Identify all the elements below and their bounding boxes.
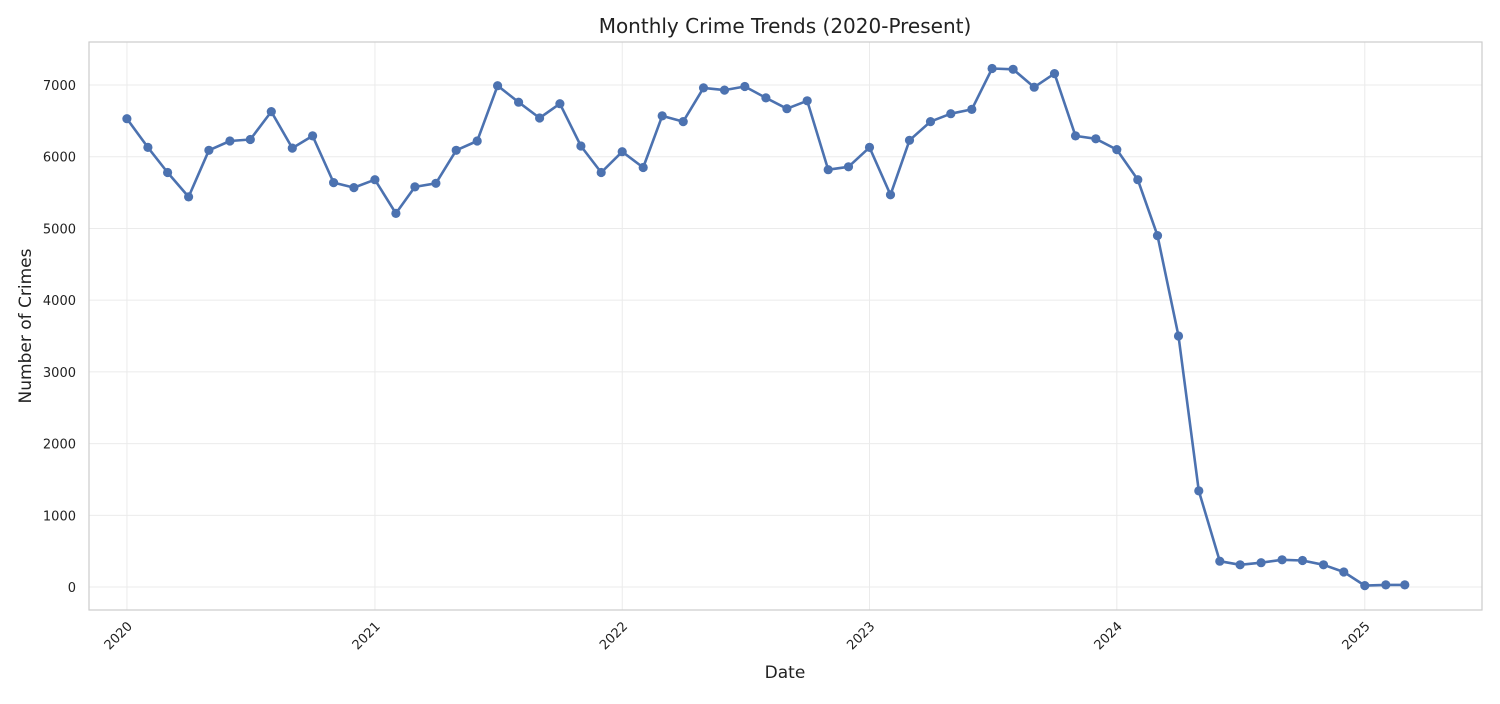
data-point [843, 162, 854, 172]
data-point [472, 136, 482, 146]
plot-frame [88, 41, 1483, 611]
data-point [576, 141, 586, 151]
data-point [287, 143, 297, 153]
data-point [184, 192, 194, 202]
data-point [163, 167, 173, 178]
data-point [1070, 131, 1081, 141]
y-tick-label: 1000 [43, 509, 76, 524]
tick-layer: 0 1000 2000 3000 4000 5000 6000 7000 2020 2021 202… [43, 79, 1374, 653]
data-point [1215, 556, 1225, 566]
data-point [349, 183, 359, 193]
data-point [1152, 231, 1163, 241]
data-point [431, 178, 441, 188]
data-point [143, 142, 153, 152]
data-point [967, 104, 977, 114]
grid-layer [89, 42, 1482, 610]
data-point [823, 165, 833, 175]
data-point [514, 97, 524, 107]
data-point [1235, 560, 1245, 570]
x-tick-label: 2021 [350, 619, 384, 653]
y-tick-label: 6000 [43, 151, 76, 166]
y-tick-label: 5000 [43, 222, 76, 237]
data-point [678, 117, 688, 127]
x-tick-label: 2022 [597, 619, 631, 653]
data-point [698, 83, 709, 93]
chart-title: Monthly Crime Trends (2020-Present) [599, 14, 972, 38]
data-point [1277, 555, 1287, 565]
data-point [555, 99, 565, 109]
data-point [535, 113, 545, 123]
data-point [596, 167, 606, 178]
data-point [657, 111, 667, 121]
data-point [1133, 175, 1143, 185]
y-tick-label: 4000 [43, 294, 76, 309]
data-point [1339, 567, 1349, 577]
y-tick-label: 2000 [43, 438, 76, 453]
data-point [266, 107, 276, 117]
series-line [125, 67, 1405, 587]
x-axis-label: Date [765, 663, 806, 683]
y-axis-label: Number of Crimes [16, 248, 36, 403]
y-tick-label: 3000 [43, 366, 76, 381]
data-point [1049, 69, 1060, 79]
x-tick-label: 2024 [1092, 619, 1126, 653]
data-point [638, 162, 648, 173]
data-point [1008, 64, 1018, 74]
data-point [391, 208, 401, 218]
data-point [451, 145, 461, 155]
data-point [719, 85, 730, 95]
data-point [1029, 82, 1039, 92]
data-point [1297, 555, 1308, 566]
data-point [1360, 581, 1370, 591]
x-tick-label: 2023 [844, 619, 878, 653]
data-point [782, 104, 792, 114]
series-layer [122, 63, 1410, 591]
data-point [1112, 145, 1122, 155]
data-point [946, 109, 956, 119]
data-point [245, 134, 255, 145]
data-point [885, 190, 896, 200]
data-point [925, 117, 936, 127]
data-point [761, 93, 771, 103]
data-point [1381, 580, 1391, 590]
data-point [308, 131, 318, 141]
data-point [1400, 580, 1410, 590]
x-tick-label: 2020 [102, 619, 136, 653]
data-point [225, 136, 235, 146]
data-point [987, 63, 997, 74]
data-point [1318, 560, 1329, 570]
data-point [122, 114, 132, 124]
x-tick-label: 2025 [1340, 619, 1374, 653]
data-point [204, 145, 214, 155]
data-point [1173, 331, 1184, 341]
data-point [1194, 486, 1204, 496]
data-point [1256, 558, 1266, 568]
data-point [904, 135, 915, 145]
data-point [802, 96, 812, 106]
data-point [864, 142, 875, 152]
data-point [493, 81, 503, 91]
data-point [329, 178, 339, 188]
data-point [740, 81, 750, 92]
y-tick-label: 0 [68, 581, 76, 596]
data-point [370, 175, 380, 185]
data-point [410, 182, 420, 192]
data-point [617, 147, 627, 157]
data-point [1091, 134, 1101, 144]
y-tick-label: 7000 [43, 79, 76, 94]
